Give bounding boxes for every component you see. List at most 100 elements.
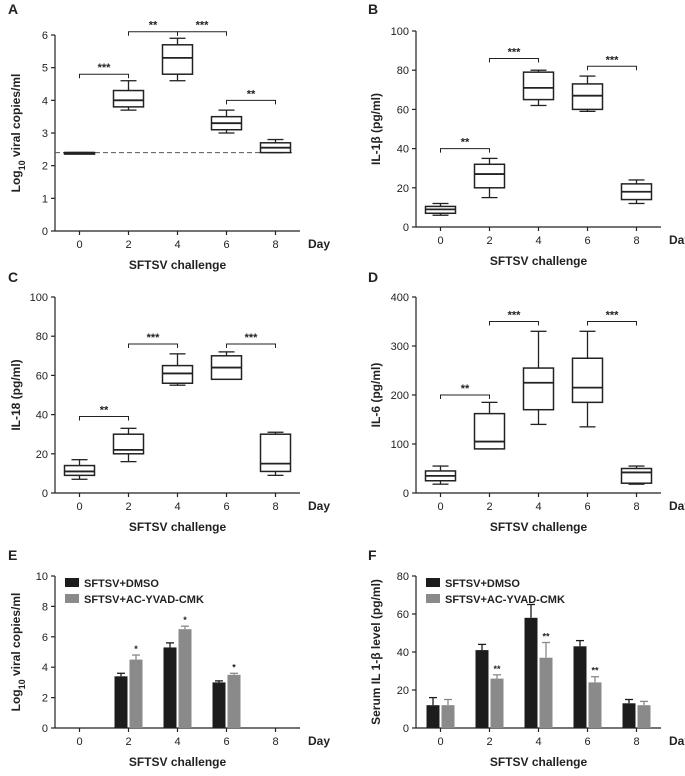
box-day-2 (112, 80, 145, 111)
y-tick-label: 20 (36, 449, 48, 461)
y-tick-label: 80 (397, 65, 409, 77)
x-axis-title: SFTSV challenge (129, 755, 227, 769)
x-axis-end-label: Day (308, 237, 330, 251)
box-day-0 (63, 151, 96, 155)
bar (539, 657, 553, 728)
x-axis-end-label: Day (669, 499, 685, 513)
y-tick-label: 6 (42, 30, 48, 42)
legend: SFTSV+DMSO SFTSV+AC-YVAD-CMK (65, 578, 204, 606)
y-axis-title-part: IL-1β (pg/ml) (369, 93, 383, 165)
significance-label: *** (508, 310, 522, 322)
x-axis-end-label: Day (308, 734, 330, 748)
bar (441, 705, 455, 728)
x-axis-end-label: Day (308, 499, 330, 513)
legend-swatch (426, 594, 440, 603)
significance-label: *** (147, 332, 161, 344)
y-tick-label: 60 (397, 609, 409, 621)
panel-label: B (368, 1, 378, 17)
box-day-8 (620, 465, 653, 485)
series-1: * * * (129, 615, 241, 728)
bar (178, 629, 192, 728)
x-axis-title: SFTSV challenge (490, 755, 588, 769)
x-tick-label: 4 (535, 235, 541, 247)
y-tick-label: 3 (42, 128, 48, 140)
bracket-line (128, 343, 178, 349)
bar (622, 703, 636, 728)
box-day-6 (571, 75, 604, 113)
box-iqr (473, 412, 506, 450)
x-tick-label: 8 (633, 235, 639, 247)
x-tick-label: 4 (174, 501, 180, 513)
series-0 (426, 603, 636, 728)
significance-bracket: *** (226, 332, 276, 349)
significance-bracket: *** (79, 62, 129, 79)
y-tick-label: 40 (397, 144, 409, 156)
y-tick-label: 40 (36, 410, 48, 422)
bar (426, 705, 440, 728)
legend-swatch (65, 578, 79, 587)
significance-bracket: ** (79, 405, 129, 421)
y-tick-label: 5 (42, 63, 48, 75)
panel-d: D 0 100 200 300 400 0 2 4 6 8 Day SFTSV challenge IL-… (368, 269, 685, 534)
y-axis-title-part: Log (9, 170, 23, 192)
significance-label: *** (508, 46, 522, 58)
legend-label: SFTSV+AC-YVAD-CMK (84, 594, 204, 606)
significance-label: ** (247, 88, 256, 100)
box-day-4 (522, 69, 555, 107)
y-axis-title: IL-18 (pg/ml) (9, 359, 23, 430)
x-tick-label: 0 (437, 736, 443, 748)
x-axis-end-label: Day (669, 734, 685, 748)
significance-mark: ** (542, 632, 550, 642)
x-tick-label: 2 (486, 501, 492, 513)
series-0 (114, 642, 226, 728)
bar (212, 682, 226, 728)
significance-bracket: *** (489, 46, 539, 63)
box-day-8 (259, 138, 292, 154)
box-day-6 (210, 109, 243, 134)
y-tick-label: 6 (42, 632, 48, 644)
x-tick-label: 4 (174, 239, 180, 251)
y-tick-label: 400 (391, 292, 409, 304)
x-tick-label: 0 (76, 736, 82, 748)
y-axis-title-part: IL-6 (pg/ml) (369, 363, 383, 428)
x-tick-label: 4 (535, 501, 541, 513)
significance-label: *** (98, 62, 112, 74)
box-day-0 (424, 465, 457, 485)
x-tick-label: 2 (125, 501, 131, 513)
y-tick-label: 20 (397, 685, 409, 697)
box-day-4 (161, 37, 194, 82)
x-tick-label: 0 (437, 235, 443, 247)
y-tick-label: 80 (397, 571, 409, 583)
y-tick-label: 300 (391, 341, 409, 353)
box-iqr (571, 357, 604, 404)
legend: SFTSV+DMSO SFTSV+AC-YVAD-CMK (426, 578, 565, 606)
y-axis-title-part: Serum IL 1-β level (pg/ml) (369, 579, 383, 725)
box-iqr (571, 83, 604, 111)
significance-bracket: *** (587, 310, 637, 326)
bar (114, 676, 128, 728)
box-day-0 (424, 202, 457, 216)
box-day-2 (473, 157, 506, 199)
y-tick-label: 2 (42, 693, 48, 705)
significance-label: ** (461, 383, 470, 395)
bar (227, 674, 241, 728)
x-tick-label: 2 (125, 736, 131, 748)
y-tick-label: 40 (397, 647, 409, 659)
y-tick-label: 100 (391, 26, 409, 38)
significance-bracket: ** (226, 88, 276, 105)
bracket-line (587, 65, 637, 71)
y-tick-label: 20 (397, 183, 409, 195)
bracket-line (489, 321, 539, 326)
y-tick-label: 1 (42, 193, 48, 205)
x-axis-title: SFTSV challenge (490, 520, 588, 534)
x-tick-label: 2 (486, 235, 492, 247)
x-axis-end-label: Day (669, 233, 685, 247)
bracket-line (587, 321, 637, 326)
y-tick-label: 60 (36, 370, 48, 382)
y-tick-label: 8 (42, 601, 48, 613)
box-day-0 (63, 459, 96, 480)
x-tick-label: 8 (633, 501, 639, 513)
significance-label: *** (606, 54, 620, 66)
significance-mark: * (232, 662, 236, 672)
